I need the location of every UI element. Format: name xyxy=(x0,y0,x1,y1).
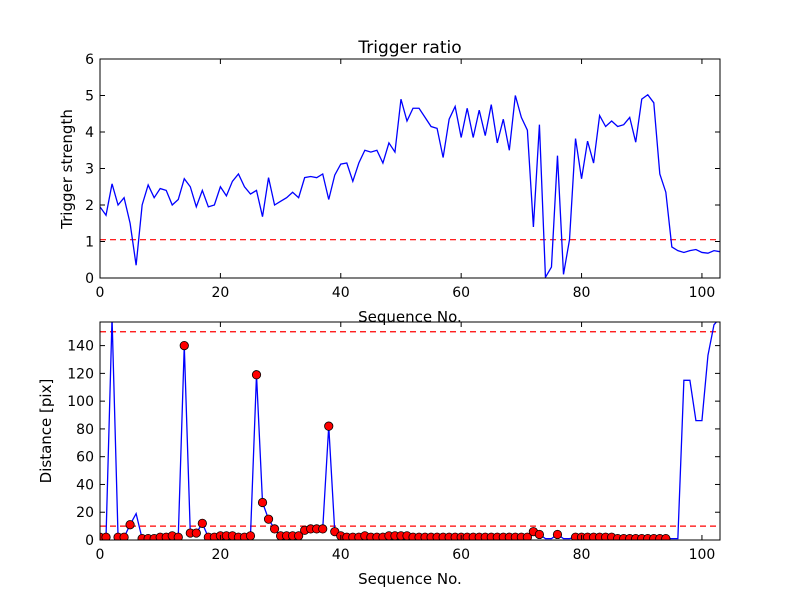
y-tick-label: 40 xyxy=(76,477,94,493)
y-tick-label: 4 xyxy=(85,125,94,141)
data-point xyxy=(263,514,274,524)
data-point xyxy=(251,370,262,380)
y-tick-label: 60 xyxy=(76,450,94,466)
data-point xyxy=(173,532,183,540)
x-tick-label: 40 xyxy=(332,547,350,563)
data-point xyxy=(125,520,135,530)
data-point xyxy=(179,341,189,351)
x-tick-label: 60 xyxy=(452,285,470,301)
data-point xyxy=(197,518,207,528)
x-tick-label: 80 xyxy=(573,285,591,301)
y-axis-label: Trigger strength xyxy=(58,109,76,230)
x-tick-label: 60 xyxy=(452,547,470,563)
distance-chart: Distance [pix] Sequence No. 0 20 40 60 80 100… xyxy=(37,321,721,588)
x-axis-label: Sequence No. xyxy=(358,308,462,326)
data-point xyxy=(269,524,280,534)
y-tick-label: 0 xyxy=(85,533,94,549)
data-point xyxy=(661,534,671,540)
axes-frame xyxy=(99,321,721,541)
data-point xyxy=(522,532,532,540)
data-point xyxy=(318,524,328,534)
y-tick-label: 140 xyxy=(67,339,94,355)
y-axis-label: Distance [pix] xyxy=(37,379,55,484)
y-tick-label: 100 xyxy=(67,394,94,410)
data-point xyxy=(191,528,201,538)
y-tick-label: 6 xyxy=(85,52,94,68)
y-tick-label: 2 xyxy=(85,198,94,214)
x-axis-label: Sequence No. xyxy=(358,570,462,588)
y-tick-label: 20 xyxy=(76,505,94,521)
chart-title: Trigger ratio xyxy=(357,38,461,58)
y-tick-label: 80 xyxy=(76,422,94,438)
marker-group xyxy=(100,341,671,540)
data-point xyxy=(257,497,268,508)
x-tick-label: 0 xyxy=(96,547,105,563)
plot-area xyxy=(100,322,720,540)
x-tick-label: 80 xyxy=(573,547,591,563)
x-tick-label: 20 xyxy=(211,285,229,301)
y-tick-label: 3 xyxy=(85,162,94,178)
y-tick-label: 0 xyxy=(85,271,94,287)
series-line-0 xyxy=(100,93,720,278)
x-tick-label: 100 xyxy=(689,547,716,563)
data-point xyxy=(534,529,545,540)
x-tick-label: 0 xyxy=(96,285,105,301)
data-point xyxy=(101,532,111,540)
data-point xyxy=(552,529,563,540)
data-point xyxy=(294,531,304,540)
x-tick-label: 40 xyxy=(332,285,350,301)
y-tick-label: 1 xyxy=(85,235,94,251)
x-tick-label: 100 xyxy=(689,285,716,301)
data-point xyxy=(245,531,256,540)
data-point xyxy=(324,421,334,431)
data-point xyxy=(119,532,129,540)
x-tick-label: 20 xyxy=(211,547,229,563)
y-tick-label: 5 xyxy=(85,89,94,105)
plot-area xyxy=(100,93,720,278)
y-tick-label: 120 xyxy=(67,366,94,382)
